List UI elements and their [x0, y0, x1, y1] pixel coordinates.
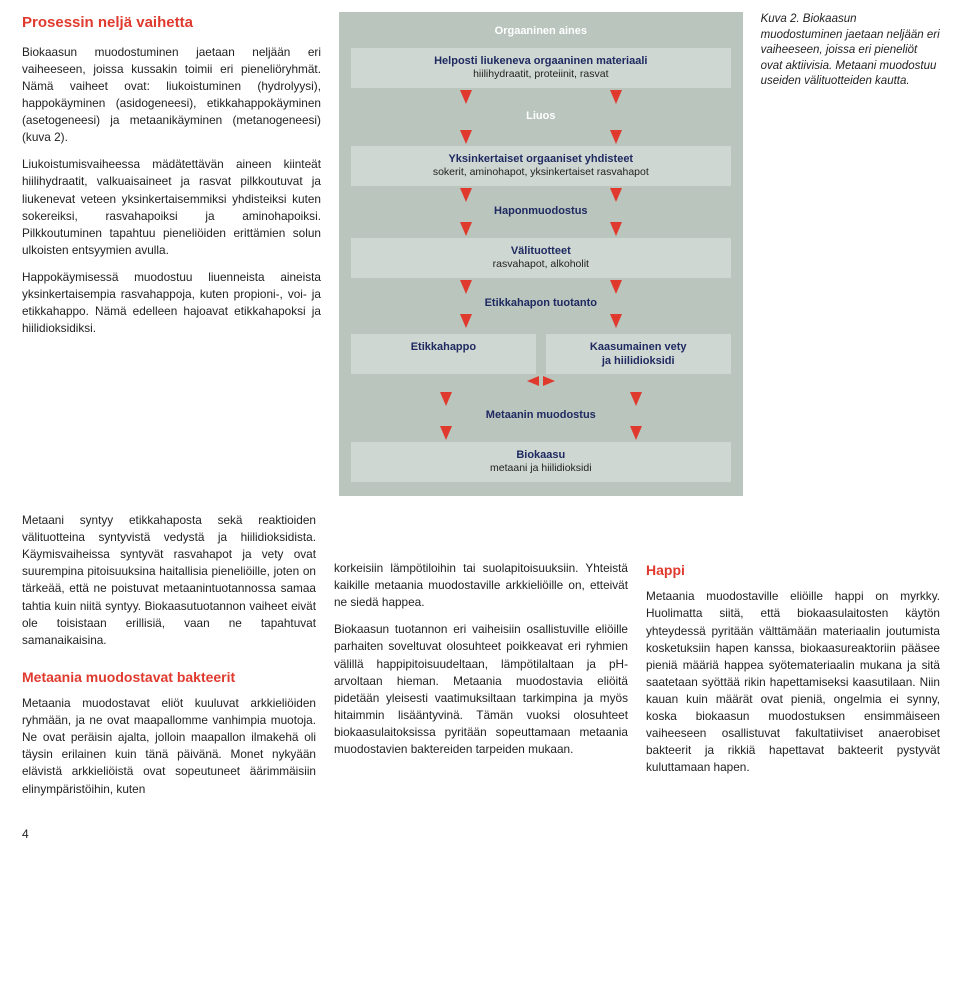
arrow-down-icon — [460, 188, 472, 202]
diagram-box3-sub: rasvahapot, alkoholit — [359, 258, 723, 272]
arrow-down-icon — [460, 90, 472, 104]
section-title: Prosessin neljä vaihetta — [22, 12, 321, 34]
arrow-row-6 — [351, 312, 731, 330]
diagram-box3-main: Välituotteet — [511, 245, 571, 257]
diagram-box-biogas: Biokaasu metaani ja hiilidioksidi — [351, 442, 731, 482]
upper-columns: Prosessin neljä vaihetta Biokaasun muodo… — [22, 12, 940, 496]
lower-column-left: Metaani syntyy etikkahaposta sekä reakti… — [22, 512, 316, 808]
page-number: 4 — [22, 826, 940, 843]
arrow-row-3 — [351, 186, 731, 204]
arrow-down-icon — [460, 280, 472, 294]
arrow-down-icon — [610, 314, 622, 328]
arrow-row-8 — [351, 424, 731, 442]
diagram-box-hydrogen: Kaasumainen vety ja hiilidioksidi — [546, 334, 731, 375]
arrow-down-icon — [610, 222, 622, 236]
diagram-split-row: Etikkahappo Kaasumainen vety ja hiilidio… — [351, 334, 731, 375]
arrow-down-icon — [610, 188, 622, 202]
diagram-split-right-l2: ja hiilidioksidi — [602, 355, 675, 367]
lower-columns: Metaani syntyy etikkahaposta sekä reakti… — [22, 512, 940, 808]
figure-caption: Kuva 2. Biokaasun muodostuminen jaetaan … — [761, 12, 940, 90]
arrow-down-icon — [610, 130, 622, 144]
arrow-row-4 — [351, 220, 731, 238]
arrow-down-icon — [440, 426, 452, 440]
arrow-down-icon — [460, 222, 472, 236]
diagram-box-intermediates: Välituotteet rasvahapot, alkoholit — [351, 238, 731, 278]
arrow-right-icon — [543, 376, 555, 386]
para-lower-mid-2: Biokaasun tuotannon eri vaiheisiin osall… — [334, 621, 628, 758]
diagram-split-left: Etikkahappo — [411, 341, 476, 353]
arrow-down-icon — [440, 392, 452, 406]
column-left: Prosessin neljä vaihetta Biokaasun muodo… — [22, 12, 321, 347]
diagram-box2-main: Yksinkertaiset orgaaniset yhdisteet — [448, 153, 633, 165]
column-middle: Orgaaninen aines Helposti liukeneva orga… — [339, 12, 743, 496]
biogas-flowchart: Orgaaninen aines Helposti liukeneva orga… — [339, 12, 743, 496]
para-left-2: Liukoistumisvaiheessa mädätettävän ainee… — [22, 156, 321, 259]
lower-column-middle: korkeisiin lämpötiloihin tai suolapitois… — [334, 512, 628, 768]
diagram-box-simple-compounds: Yksinkertaiset orgaaniset yhdisteet soke… — [351, 146, 731, 186]
diagram-box-organic: Helposti liukeneva orgaaninen materiaali… — [351, 48, 731, 88]
diagram-hapon: Haponmuodostus — [351, 204, 731, 220]
arrow-row-7 — [351, 390, 731, 408]
para-lower-left-1: Metaani syntyy etikkahaposta sekä reakti… — [22, 512, 316, 649]
diagram-biokaasu-main: Biokaasu — [516, 449, 565, 461]
arrow-down-icon — [610, 90, 622, 104]
arrow-row-5 — [351, 278, 731, 296]
diagram-box1-main: Helposti liukeneva orgaaninen materiaali — [434, 55, 647, 67]
arrow-row-2 — [351, 128, 731, 146]
para-lower-mid-1: korkeisiin lämpötiloihin tai suolapitois… — [334, 560, 628, 611]
column-right: Kuva 2. Biokaasun muodostuminen jaetaan … — [761, 12, 940, 90]
para-lower-right-1: Metaania muodostaville eliöille happi on… — [646, 588, 940, 776]
diagram-box2-sub: sokerit, aminohapot, yksinkertaiset rasv… — [359, 166, 723, 180]
diagram-etikka-tuotanto: Etikkahapon tuotanto — [351, 296, 731, 312]
arrow-down-icon — [460, 130, 472, 144]
arrow-left-icon — [527, 376, 539, 386]
arrow-down-icon — [460, 314, 472, 328]
diagram-box1-sub: hiilihydraatit, proteiinit, rasvat — [359, 68, 723, 82]
para-lower-left-2: Metaania muodostavat eliöt kuuluvat arkk… — [22, 695, 316, 798]
lower-column-right: Happi Metaania muodostaville eliöille ha… — [646, 512, 940, 786]
sub-title-bacteria: Metaania muodostavat bakteerit — [22, 667, 316, 687]
arrow-row-1 — [351, 88, 731, 106]
diagram-split-right-l1: Kaasumainen vety — [590, 341, 687, 353]
para-left-1: Biokaasun muodostuminen jaetaan neljään … — [22, 44, 321, 147]
diagram-swap-arrows — [351, 374, 731, 390]
arrow-down-icon — [610, 280, 622, 294]
arrow-down-icon — [630, 426, 642, 440]
sub-title-happi: Happi — [646, 560, 940, 580]
diagram-box-acetic: Etikkahappo — [351, 334, 536, 375]
diagram-biokaasu-sub: metaani ja hiilidioksidi — [359, 462, 723, 476]
diagram-head: Orgaaninen aines — [351, 24, 731, 40]
diagram-liuos: Liuos — [351, 109, 731, 125]
diagram-metaanin: Metaanin muodostus — [351, 408, 731, 424]
para-left-3: Happokäymisessä muodostuu liuenneista ai… — [22, 269, 321, 337]
arrow-down-icon — [630, 392, 642, 406]
